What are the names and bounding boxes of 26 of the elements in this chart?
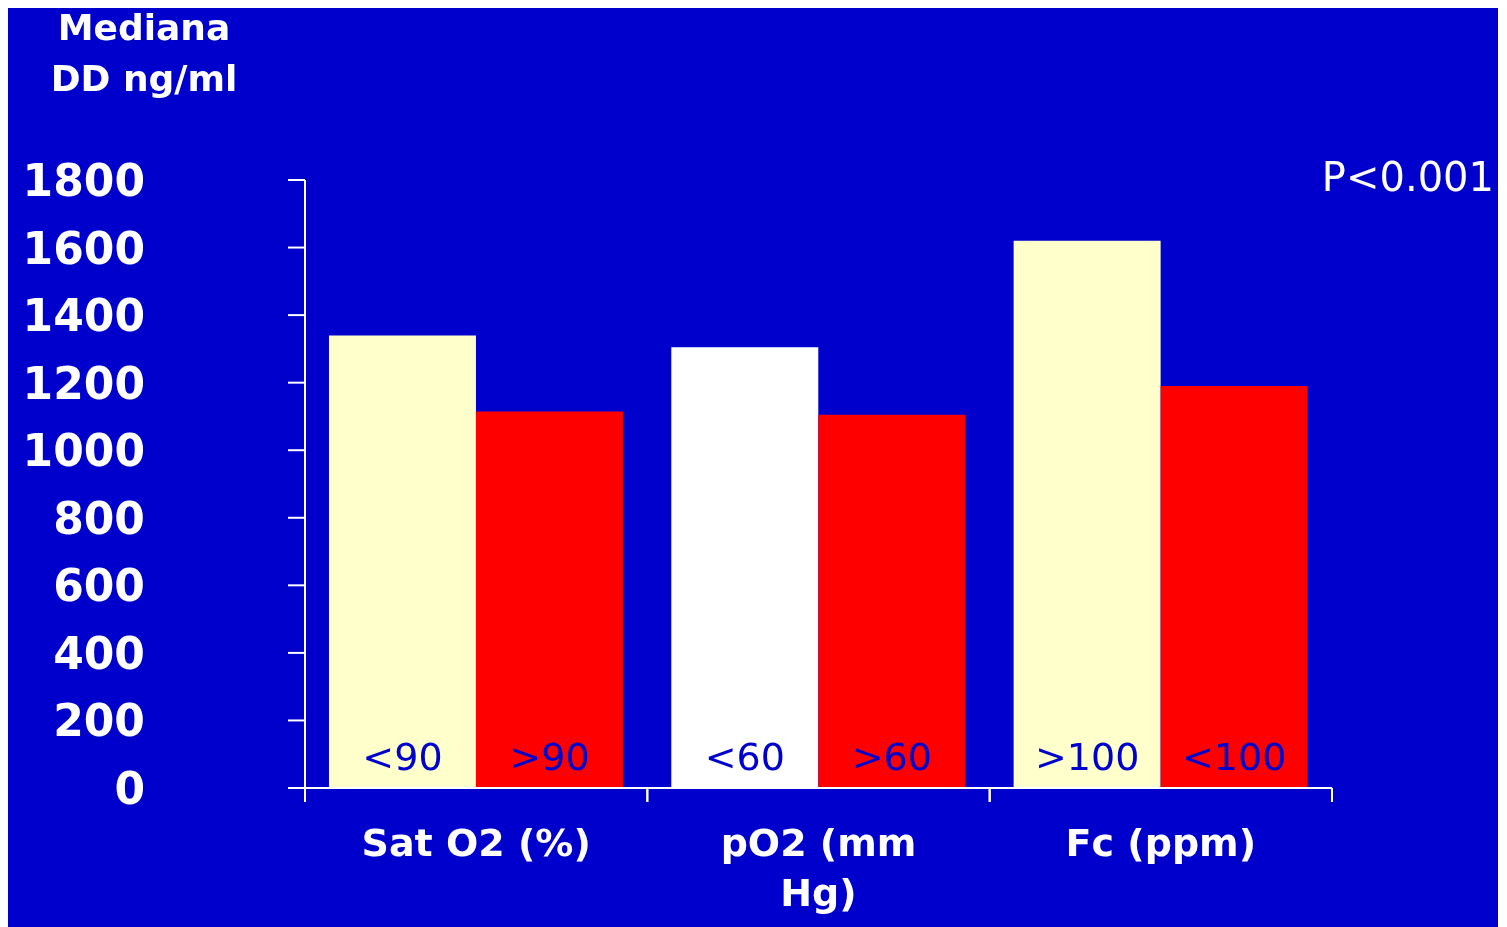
- bar: [1013, 240, 1161, 788]
- y-tick-label: 400: [53, 627, 145, 679]
- data-label: <90: [362, 735, 443, 779]
- y-tick-label: 200: [53, 695, 145, 747]
- bar: [328, 335, 476, 788]
- data-label: >100: [1034, 735, 1140, 779]
- x-tick-label: Fc (ppm): [1064, 820, 1258, 867]
- y-tick-label: 800: [53, 492, 145, 544]
- bar: [1160, 386, 1308, 788]
- bar: [475, 411, 623, 788]
- bar: [818, 414, 966, 788]
- x-tick-label: pO2 (mm Hg): [719, 820, 918, 917]
- y-tick-label: 600: [53, 560, 145, 612]
- data-label: >60: [851, 735, 932, 779]
- data-label: <60: [704, 735, 785, 779]
- y-tick-label: 1000: [22, 425, 145, 477]
- y-tick-label: 1400: [22, 290, 145, 342]
- y-tick-label: 1200: [22, 357, 145, 409]
- data-label: <100: [1181, 735, 1287, 779]
- y-tick-label: 1600: [22, 222, 145, 274]
- annotation: P<0.001: [1321, 154, 1494, 200]
- data-label: >90: [509, 735, 590, 779]
- y-tick-label: 0: [114, 763, 145, 814]
- y-tick-label: 1800: [22, 155, 145, 206]
- y-axis-title: Mediana DD ng/ml: [49, 6, 239, 101]
- x-tick-label: Sat O2 (%): [360, 820, 592, 867]
